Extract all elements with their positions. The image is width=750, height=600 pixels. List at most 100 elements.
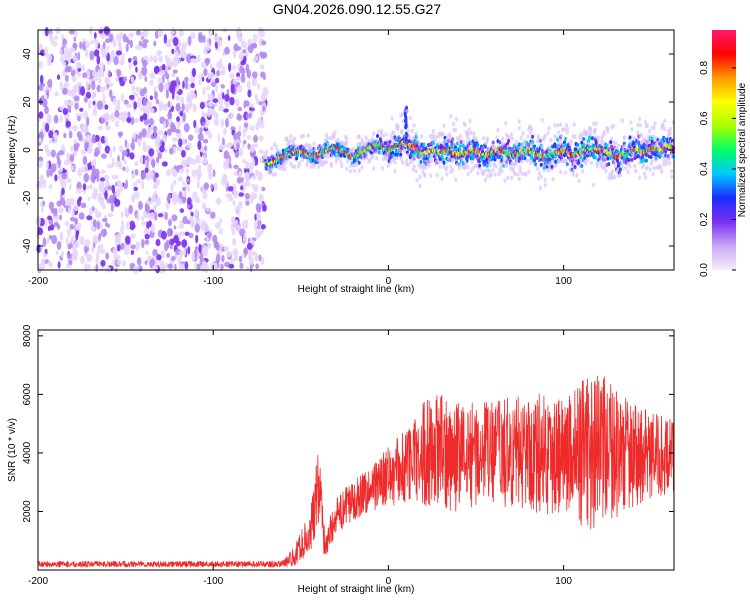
spectrogram-noise-cell xyxy=(165,72,170,80)
spectrogram-ridge-cell xyxy=(390,116,394,121)
spectrogram-noise-cell xyxy=(232,132,238,141)
spectrogram-ridge-cell xyxy=(418,183,422,189)
spectrogram-noise-cell xyxy=(180,96,184,106)
spectrogram-noise-cell xyxy=(144,92,148,99)
spectrogram-ridge-cell xyxy=(335,156,339,161)
spectrogram-noise-cell xyxy=(258,193,264,203)
spectrogram-ridge-cell xyxy=(538,138,542,143)
spectrogram-noise-cell xyxy=(249,143,255,153)
colorbar-tick-label: 0.6 xyxy=(699,111,710,125)
spectrogram-ridge-cell xyxy=(553,123,557,128)
spectrogram-noise-cell xyxy=(104,222,109,227)
spectrogram-ridge-cell xyxy=(449,114,453,119)
spectrogram-ridge-cell xyxy=(564,123,569,128)
spectrogram-noise-cell xyxy=(209,211,216,219)
spectrogram-noise-cell xyxy=(238,147,244,157)
spectrogram-noise-cell xyxy=(228,163,232,169)
spectrogram-noise-cell xyxy=(214,238,218,247)
spectrogram-noise-cell xyxy=(119,111,124,121)
spectrogram-noise-cell xyxy=(98,232,102,242)
spectrogram-noise-cell xyxy=(91,205,95,211)
spectrogram-noise-cell xyxy=(232,78,237,85)
spectrogram-ridge-cell xyxy=(590,136,594,141)
spectrogram-ridge-cell xyxy=(410,128,414,133)
spectrogram-noise-cell xyxy=(82,183,87,191)
spectrogram-noise-cell xyxy=(144,239,150,245)
spectrogram-noise-cell xyxy=(54,91,59,97)
spectrogram-noise-cell xyxy=(142,113,148,121)
spectrogram-noise-cell xyxy=(120,211,124,219)
spectrogram-ridge-cell xyxy=(595,161,599,167)
spectrogram-ridge-cell xyxy=(660,169,664,175)
spectrogram-ridge-cell xyxy=(525,158,529,163)
spectrogram-noise-cell xyxy=(178,138,183,147)
spectrogram-noise-cell xyxy=(213,117,220,127)
spectrogram-noise-cell xyxy=(116,244,121,252)
spectrogram-ridge-cell xyxy=(442,123,446,128)
spectrogram-noise-cell xyxy=(86,255,90,263)
spectrogram-ridge-cell xyxy=(306,133,310,138)
spectrogram-noise-cell xyxy=(144,76,148,82)
spectrogram-noise-cell xyxy=(182,180,186,186)
spectrogram-ridge-cell xyxy=(289,161,293,166)
spectrogram-ridge-cell xyxy=(491,168,495,173)
spectrogram-noise-cell xyxy=(181,103,185,112)
spectrogram-ridge-cell xyxy=(420,134,424,139)
spectrogram-noise-cell xyxy=(169,238,175,246)
spectrogram-noise-cell xyxy=(196,54,201,63)
spectrogram-noise-cell xyxy=(143,29,149,38)
spectrogram-noise-cell xyxy=(187,246,191,255)
spectrogram-ridge-cell xyxy=(348,169,353,174)
spectrogram-ridge-cell xyxy=(324,159,329,165)
spectrogram-spike-cell xyxy=(404,120,408,125)
spectrogram-ridge-cell xyxy=(283,167,287,172)
spectrogram-ridge-cell xyxy=(644,158,648,163)
spectrogram-ridge-cell xyxy=(485,137,490,142)
spectrogram-noise-cell xyxy=(255,202,262,212)
spectrogram-noise-cell xyxy=(115,188,121,198)
spectrogram-noise-cell xyxy=(102,92,106,102)
spectrogram-noise-cell xyxy=(147,212,151,220)
spectrogram-noise-cell xyxy=(65,236,69,246)
spectrogram-noise-cell xyxy=(66,177,72,184)
spectrogram-noise-cell xyxy=(245,160,249,170)
spectrogram-ridge-cell xyxy=(309,164,313,169)
spectrogram-ridge-cell xyxy=(650,159,654,164)
spectrogram-ridge-cell xyxy=(602,129,606,135)
spectrogram-noise-cell xyxy=(49,167,53,177)
spectrogram-ridge-cell xyxy=(435,134,439,140)
spectrogram-noise-cell xyxy=(107,212,114,218)
spectrogram-ridge-cell xyxy=(669,174,674,180)
spectrogram-ridge-cell xyxy=(297,161,302,166)
spectrogram-noise-cell xyxy=(184,231,190,236)
spectrogram-ridge-cell xyxy=(531,134,535,139)
spectrogram-ridge-cell xyxy=(556,123,560,128)
spectrogram-ridge-cell xyxy=(454,127,458,133)
spectrogram-ridge-cell xyxy=(466,171,470,177)
spectrogram-noise-cell xyxy=(83,245,89,253)
spectrogram-noise-cell xyxy=(242,253,245,259)
spectrogram-noise-cell xyxy=(203,182,210,191)
spectrogram-ridge-cell xyxy=(610,136,614,141)
spectrogram-ridge-cell xyxy=(620,118,624,123)
spectrogram-noise-cell xyxy=(220,263,224,270)
spectrogram-ridge-cell xyxy=(458,163,463,168)
spectrogram-ridge-cell xyxy=(557,129,561,135)
spectrogram-noise-cell xyxy=(254,252,259,261)
spectrogram-noise-cell xyxy=(115,50,122,56)
spectrogram-noise-cell xyxy=(122,76,128,83)
spectrogram-noise-cell xyxy=(92,234,99,244)
spectrogram-noise-cell xyxy=(103,228,107,237)
spectrogram-noise-cell xyxy=(47,53,53,63)
spectrogram-noise-cell xyxy=(100,248,106,254)
spectrogram-noise-cell xyxy=(207,72,211,80)
spectrogram-noise-cell xyxy=(59,81,64,91)
spectrogram-noise-cell xyxy=(43,179,47,189)
spectrogram-noise-cell xyxy=(142,59,148,68)
spectrogram-noise-cell xyxy=(97,69,102,78)
spectrogram-noise-cell xyxy=(46,168,51,178)
spectrogram-noise-cell xyxy=(236,114,243,121)
spectrogram-noise-cell xyxy=(122,260,127,267)
spectrogram-noise-cell xyxy=(206,42,211,52)
